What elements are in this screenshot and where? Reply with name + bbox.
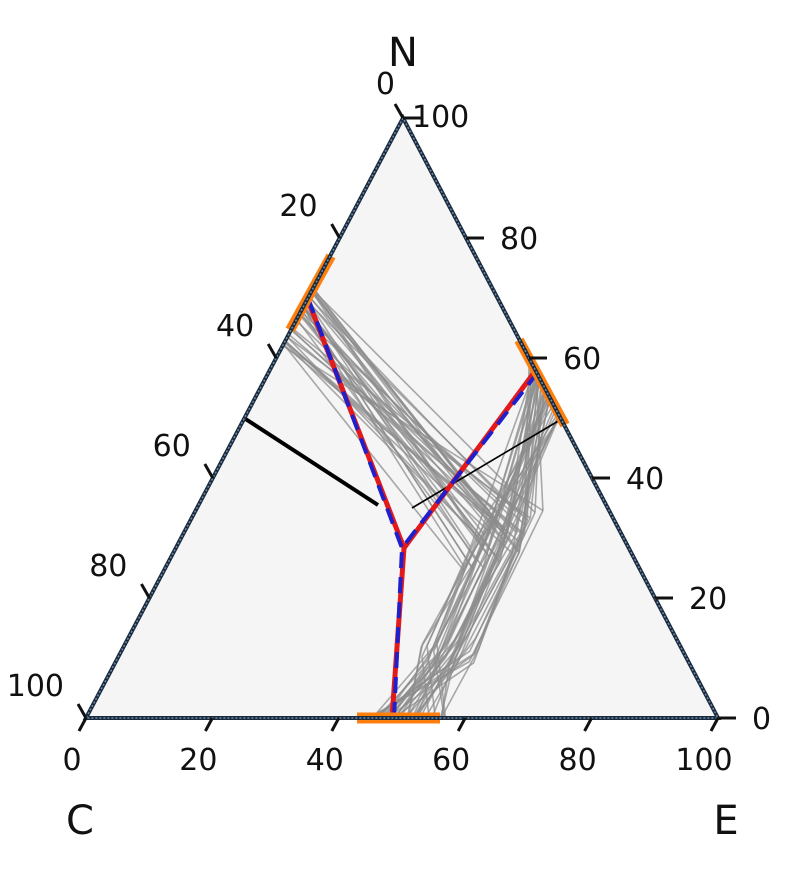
ensemble-line	[510, 369, 536, 518]
ensemble-line	[475, 399, 552, 562]
ensemble-line	[435, 553, 488, 719]
ensemble-line	[514, 414, 560, 513]
right-tick-label: 40	[626, 462, 664, 497]
ensemble-line	[306, 299, 520, 554]
ensemble-line	[284, 340, 514, 555]
triangle-boundary-dots	[84, 116, 720, 719]
left-tick	[140, 583, 151, 599]
mean-line-base	[392, 547, 404, 719]
right-tick-label: 20	[689, 582, 727, 617]
ensemble-line	[311, 288, 536, 514]
bottom-tick	[330, 717, 341, 732]
corner-label-top: N	[388, 30, 418, 76]
right-tick-label: 60	[563, 342, 601, 377]
bottom-tick	[456, 717, 467, 732]
ensemble-lines	[282, 287, 561, 719]
left-tick	[330, 223, 341, 239]
left-tick	[203, 463, 215, 479]
left-tick-label: 20	[279, 189, 317, 224]
ensemble-line	[282, 343, 465, 572]
ensemble-line	[482, 370, 537, 547]
ensemble-line	[419, 556, 498, 719]
left-tick	[76, 703, 88, 719]
bottom-tick	[77, 717, 88, 732]
bottom-tick-label: 60	[432, 743, 470, 778]
ensemble-line	[518, 396, 551, 553]
right-tick-label: 80	[500, 222, 538, 257]
ensemble-line	[393, 511, 517, 719]
bottom-tick	[204, 717, 214, 732]
left-tick-label: 0	[376, 67, 395, 102]
ensemble-line	[302, 306, 474, 570]
black-line	[411, 419, 561, 509]
black-lines	[242, 416, 561, 509]
ensemble-line	[389, 561, 478, 719]
ensemble-line	[407, 546, 485, 719]
ensemble-line	[302, 306, 506, 530]
ensemble-line	[300, 310, 513, 518]
mean-path	[306, 297, 540, 719]
left-tick-label: 100	[7, 669, 64, 704]
left-tick	[266, 343, 278, 359]
ensemble-line	[304, 302, 478, 562]
ensemble-line	[515, 378, 541, 533]
left-tick-label: 60	[153, 429, 191, 464]
ensemble-line	[394, 529, 505, 719]
ensemble-line	[496, 378, 541, 557]
bottom-tick-label: 20	[179, 743, 217, 778]
ensemble-line	[534, 381, 543, 513]
ensemble-line	[290, 328, 509, 533]
corner-label-left: C	[66, 798, 94, 844]
bottom-tick-label: 0	[62, 743, 81, 778]
ensemble-line	[283, 341, 478, 537]
ensemble-line	[295, 319, 518, 534]
ensemble-line	[388, 566, 465, 719]
ensemble-line	[311, 288, 485, 547]
axis-ticks: 0 20 40 60 80 100 0 20 40 60 80 100 0 20 40 60 80 100	[7, 67, 771, 778]
bottom-tick-label: 40	[306, 743, 344, 778]
mean-line-left	[306, 297, 404, 549]
bottom-tick-label: 80	[559, 743, 597, 778]
bottom-tick	[583, 717, 593, 732]
mean-line-right	[400, 370, 540, 550]
bottom-tick	[709, 717, 720, 732]
ensemble-line	[305, 300, 528, 521]
right-tick-label: 0	[752, 702, 771, 737]
bottom-tick-label: 100	[675, 743, 732, 778]
ensemble-line	[308, 296, 517, 513]
black-line	[242, 416, 380, 507]
right-tick-label: 100	[412, 100, 469, 135]
left-tick-label: 80	[89, 549, 127, 584]
left-tick-label: 40	[216, 309, 254, 344]
corner-label-right: E	[713, 798, 738, 844]
ensemble-line	[286, 336, 498, 557]
ensemble-line	[288, 333, 526, 535]
left-tick	[393, 103, 405, 119]
